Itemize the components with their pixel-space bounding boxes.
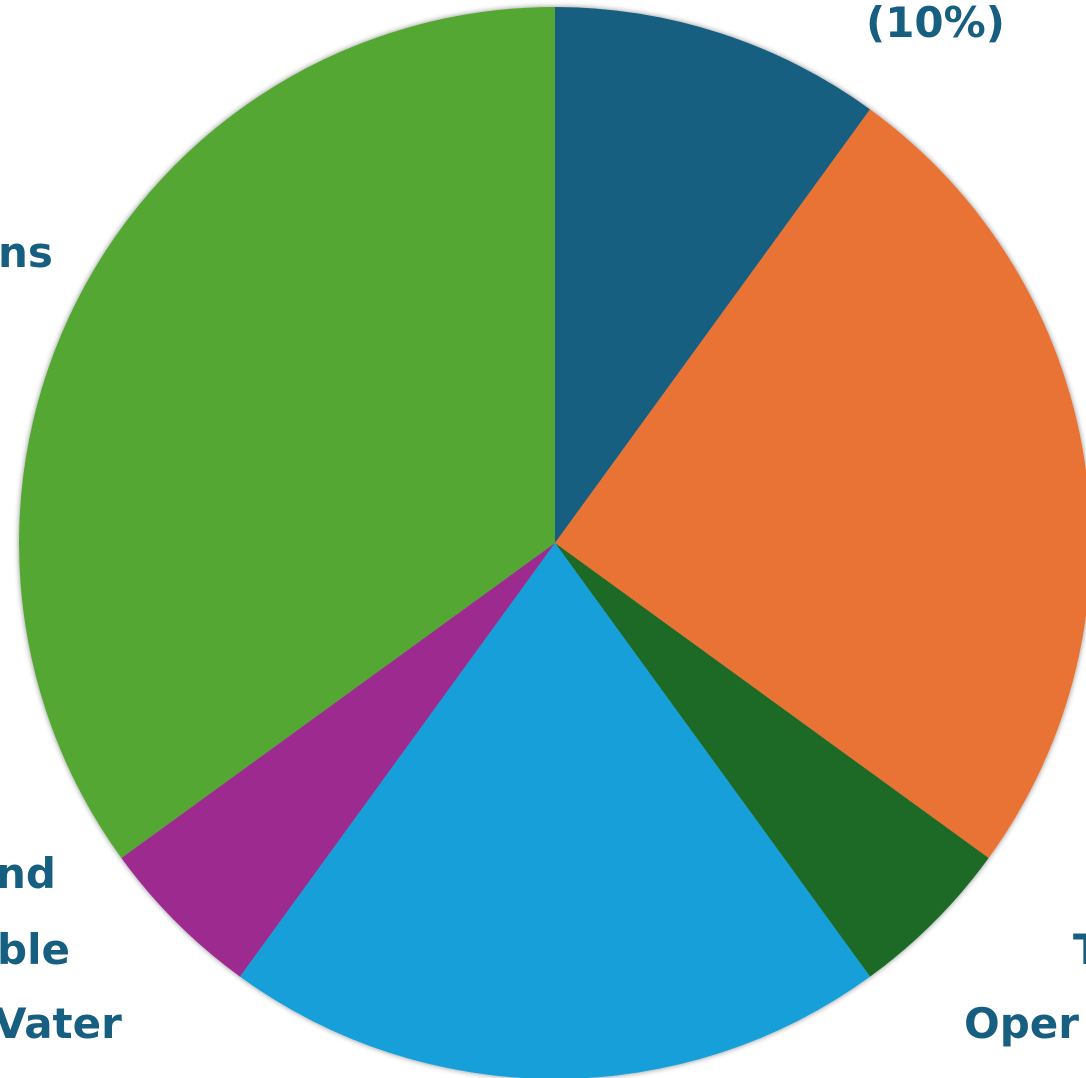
pie-slice-1 — [555, 109, 1086, 859]
pie-slice-3 — [239, 543, 871, 1078]
slice-label-fragment-2: nd — [0, 849, 56, 898]
pie-slice-4 — [121, 543, 556, 977]
pie-slice-0 — [555, 7, 871, 543]
slice-label-fragment-3: ble — [0, 925, 70, 974]
pie-slice-5 — [19, 7, 555, 859]
pie-slices — [19, 7, 1086, 1078]
slice-label-fragment-1: ns — [0, 228, 53, 277]
pie-slice-2 — [555, 543, 989, 977]
slice-label-fragment-6: Oper — [964, 999, 1079, 1048]
slice-label-fragment-4: Vater — [0, 999, 122, 1048]
slice-label-fragment-0: (10%) — [866, 0, 1005, 47]
slice-label-fragment-5: T — [1073, 929, 1086, 971]
